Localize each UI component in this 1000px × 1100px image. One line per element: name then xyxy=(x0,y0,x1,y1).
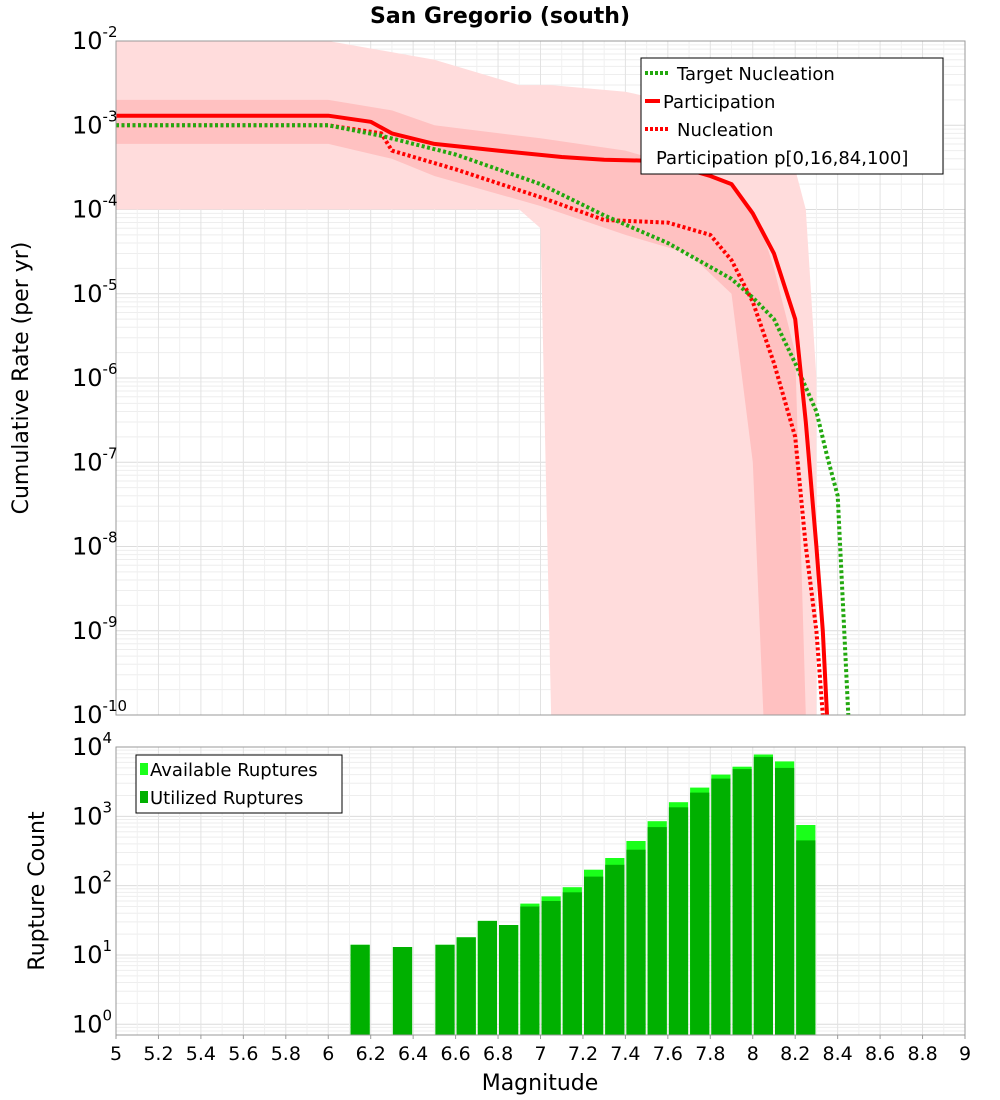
x-tick-label: 6.4 xyxy=(398,1043,428,1065)
bar-utilized xyxy=(796,840,816,1035)
rate-legend: Target Nucleation Participation Nucleati… xyxy=(640,57,944,175)
rate-y-tick-label: 10-2 xyxy=(72,23,118,55)
x-tick-label: 5.6 xyxy=(228,1043,258,1065)
rate-y-tick-label: 10-3 xyxy=(72,107,118,139)
bar-utilized xyxy=(668,807,689,1035)
x-tick-label: 7.4 xyxy=(610,1043,640,1065)
participation-bands xyxy=(116,41,817,715)
bar-utilized xyxy=(775,767,795,1035)
legend-swatch-available xyxy=(140,763,148,775)
rate-y-tick-label: 10-10 xyxy=(72,697,127,729)
rupture-y-ticks: 104 103 102 101 100 xyxy=(72,729,112,1038)
legend-label-nucleation: Nucleation xyxy=(677,120,773,141)
bar-utilized xyxy=(690,792,710,1035)
rate-y-tick-label: 10-6 xyxy=(72,360,118,392)
rupture-y-tick-label: 104 xyxy=(72,729,112,761)
bar-utilized xyxy=(711,778,731,1035)
series-line-target-nucleation xyxy=(116,123,851,716)
bar-utilized xyxy=(732,769,752,1035)
x-tick-label: 6.6 xyxy=(440,1043,470,1065)
chart-title: San Gregorio (south) xyxy=(370,4,630,29)
rupture-legend: Available Ruptures Utilized Ruptures xyxy=(135,754,343,814)
rupture-y-axis-label: Rupture Count xyxy=(25,811,50,971)
rate-y-tick-label: 10-9 xyxy=(72,613,118,645)
x-tick-label: 5.4 xyxy=(186,1043,216,1065)
bar-utilized xyxy=(562,892,582,1035)
bar-utilized xyxy=(584,876,604,1035)
legend-swatch-utilized xyxy=(140,791,148,803)
rupture-bars xyxy=(350,754,816,1035)
x-tick-label: 7.8 xyxy=(695,1043,725,1065)
bar-utilized xyxy=(392,947,413,1035)
rate-y-ticks: 10-2 10-3 10-4 10-5 10-6 10-7 10-8 10-9 10-10 xyxy=(72,23,127,729)
x-axis-label: Magnitude xyxy=(482,1071,599,1096)
magnitude-x-ticks: 5 5.2 5.4 5.6 5.8 6 6.2 6.4 6.6 6.8 7 7.2 7.4 7.6 7.8 8… xyxy=(110,1035,971,1065)
x-tick-label: 7.6 xyxy=(653,1043,683,1065)
rupture-y-tick-label: 102 xyxy=(72,868,112,900)
legend-label-participation-bands: Participation p[0,16,84,100] xyxy=(656,148,908,169)
x-tick-label: 8.4 xyxy=(823,1043,853,1065)
x-tick-label: 7.2 xyxy=(568,1043,598,1065)
rupture-count-plot: 104 103 102 101 100 5 5.2 5.4 5.6 5.8 6 6.2 6.4 6.6 6… xyxy=(25,729,971,1096)
x-tick-label: 7 xyxy=(534,1043,546,1065)
x-tick-label: 6.8 xyxy=(483,1043,513,1065)
bar-utilized xyxy=(541,901,561,1035)
x-tick-label: 8.2 xyxy=(780,1043,810,1065)
rate-y-tick-label: 10-7 xyxy=(72,444,118,476)
legend-label-available: Available Ruptures xyxy=(150,760,318,781)
rate-legend-box xyxy=(640,57,944,175)
bar-utilized xyxy=(350,944,370,1035)
rate-plot-frame xyxy=(115,40,966,716)
legend-label-participation: Participation xyxy=(663,92,775,113)
bar-utilized xyxy=(456,937,476,1035)
bar-utilized xyxy=(753,756,773,1035)
x-tick-label: 9 xyxy=(959,1043,971,1065)
bar-utilized xyxy=(647,827,667,1035)
x-tick-label: 5 xyxy=(110,1043,122,1065)
bar-utilized xyxy=(477,920,497,1035)
rupture-plot-grid xyxy=(115,747,966,1036)
bar-utilized xyxy=(605,864,625,1035)
x-tick-label: 6.2 xyxy=(356,1043,386,1065)
x-tick-label: 6 xyxy=(322,1043,334,1065)
rupture-y-tick-label: 101 xyxy=(72,937,112,969)
bar-utilized xyxy=(435,944,455,1035)
x-tick-label: 8.8 xyxy=(907,1043,937,1065)
legend-label-utilized: Utilized Ruptures xyxy=(150,788,303,809)
rate-y-tick-label: 10-4 xyxy=(72,192,118,224)
rupture-y-tick-label: 100 xyxy=(72,1006,112,1038)
rate-y-tick-label: 10-5 xyxy=(72,276,118,308)
x-tick-label: 5.8 xyxy=(271,1043,301,1065)
x-tick-label: 8 xyxy=(747,1043,759,1065)
legend-label-target-nucleation: Target Nucleation xyxy=(676,64,835,85)
rate-plot: 10-2 10-3 10-4 10-5 10-6 10-7 10-8 10-9 10-10 Cu… xyxy=(9,23,966,729)
rupture-y-tick-label: 103 xyxy=(72,798,112,830)
rate-y-axis-label: Cumulative Rate (per yr) xyxy=(9,242,34,515)
series-line-nucleation xyxy=(116,123,825,716)
bar-utilized xyxy=(520,906,540,1035)
x-tick-label: 5.2 xyxy=(143,1043,173,1065)
rate-y-tick-label: 10-8 xyxy=(72,529,118,561)
bar-utilized xyxy=(626,849,646,1035)
x-tick-label: 8.6 xyxy=(865,1043,895,1065)
bar-utilized xyxy=(499,925,519,1035)
rupture-legend-box xyxy=(135,754,343,814)
